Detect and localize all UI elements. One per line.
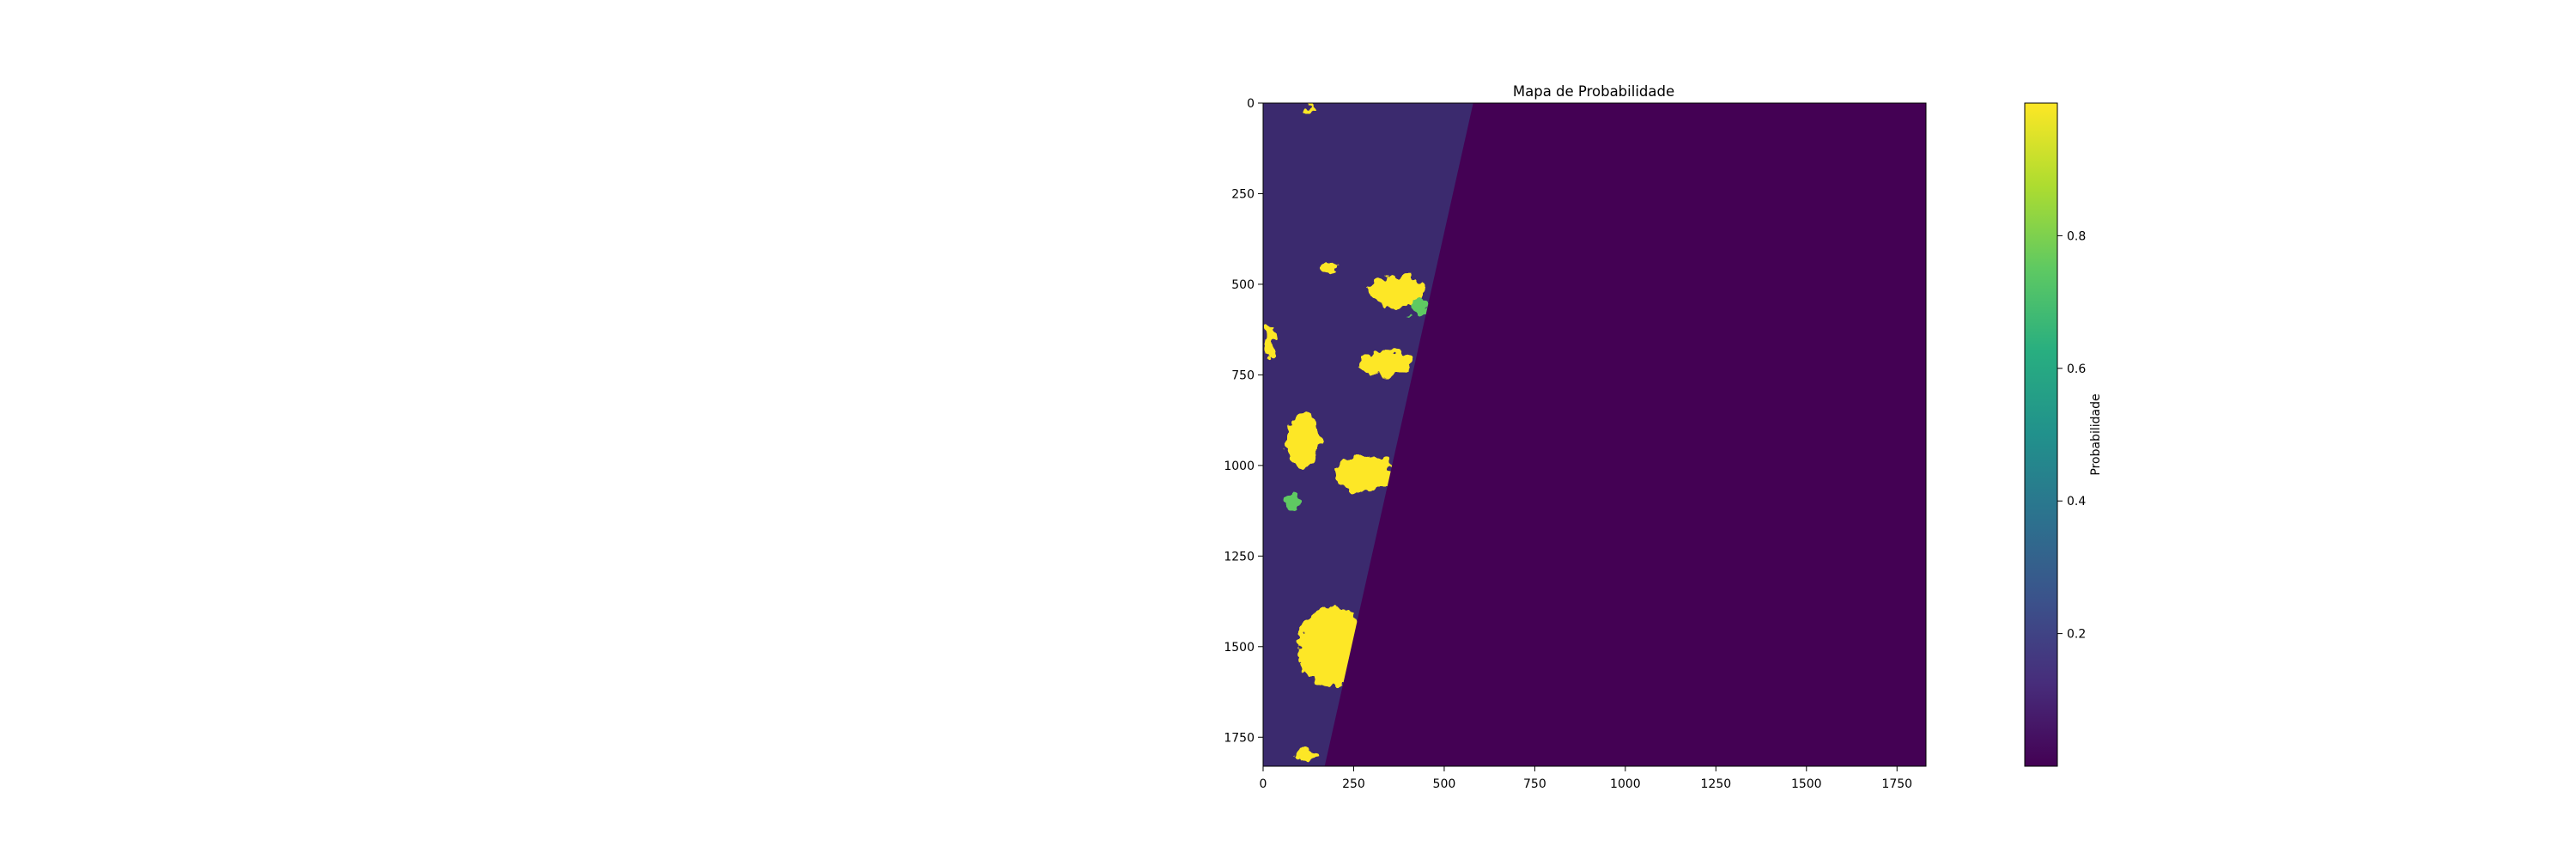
x-tick-label: 250 [1342, 777, 1365, 791]
x-tick-label: 1000 [1610, 777, 1641, 791]
x-tick-label: 750 [1523, 777, 1546, 791]
x-tick-label: 1750 [1881, 777, 1912, 791]
hotspot-3 [1335, 454, 1394, 491]
colorbar-tick-label: 0.2 [2067, 628, 2086, 642]
hotspot-8 [1301, 107, 1312, 114]
y-tick-label: 1250 [1224, 550, 1255, 564]
heatmap-plot [1262, 102, 1927, 767]
x-tick-label: 1500 [1791, 777, 1822, 791]
y-tick-label: 500 [1231, 278, 1255, 292]
y-axis: 0 250 500 750 1000 1250 1500 1750 [1224, 97, 1263, 745]
chart-title: Mapa de Probabilidade [1513, 83, 1674, 100]
hotspot-9 [1409, 300, 1428, 320]
colorbar-tick-label: 0.4 [2067, 495, 2086, 509]
y-tick-label: 1000 [1224, 460, 1255, 473]
hotspot-0 [1368, 275, 1426, 308]
hotspot-2 [1286, 412, 1320, 467]
y-tick-label: 1750 [1224, 731, 1255, 745]
y-tick-label: 1500 [1224, 641, 1255, 655]
colorbar-tick-label: 0.6 [2067, 362, 2086, 376]
hotspot-7 [1295, 750, 1318, 761]
y-tick-label: 750 [1231, 369, 1255, 382]
hotspot-1 [1360, 350, 1412, 377]
x-tick-label: 1250 [1701, 777, 1732, 791]
y-tick-label: 250 [1231, 187, 1255, 201]
colorbar-tick-label: 0.8 [2067, 229, 2086, 243]
x-axis: 0 250 500 750 1000 1250 1500 1750 [1260, 766, 1912, 791]
hotspot-5 [1263, 327, 1278, 357]
x-tick-label: 0 [1260, 777, 1267, 791]
x-tick-label: 500 [1433, 777, 1456, 791]
plot-frame [1262, 102, 1927, 767]
colorbar-gradient [2024, 102, 2058, 767]
colorbar-label: Probabilidade [2089, 393, 2103, 475]
colorbar: 0.2 0.4 0.6 0.8 Probabilidade [2024, 102, 2103, 767]
hotspot-6 [1319, 259, 1338, 274]
hotspot-10 [1283, 494, 1302, 509]
colorbar-ticks: 0.2 0.4 0.6 0.8 [2057, 229, 2086, 642]
data-swath [1263, 103, 1473, 766]
y-tick-label: 0 [1247, 97, 1255, 111]
